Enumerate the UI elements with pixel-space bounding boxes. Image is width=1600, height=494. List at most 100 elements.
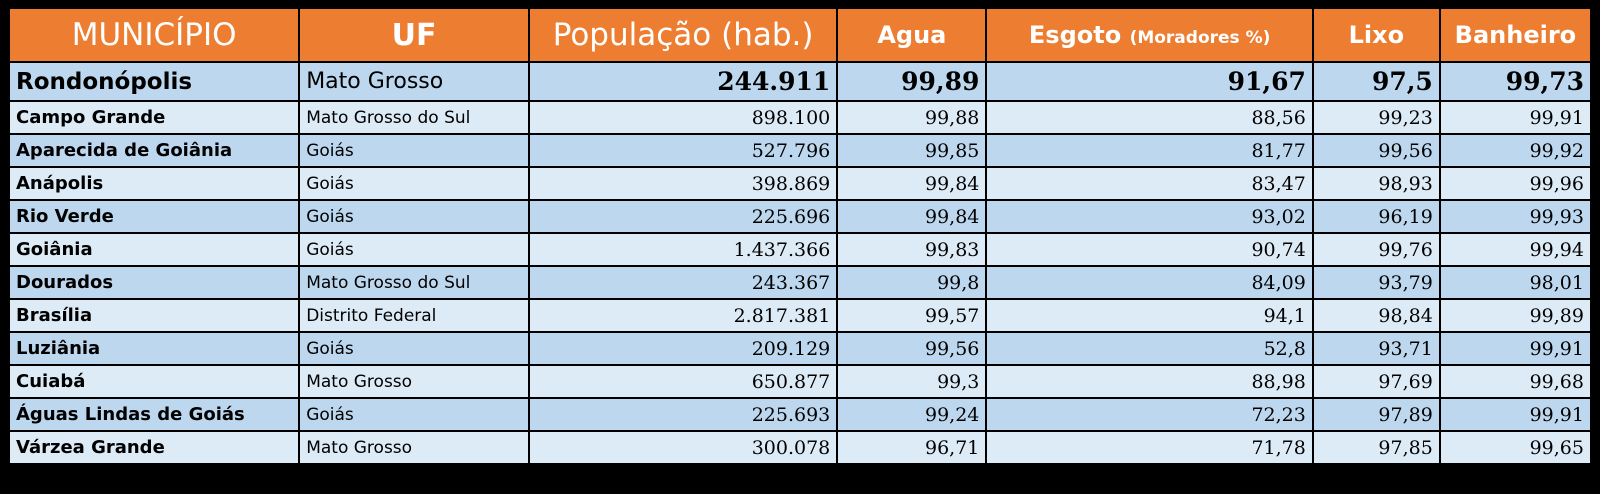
cell-banheiro: 99,68 [1440, 366, 1590, 397]
cell-uf: Mato Grosso [300, 432, 528, 463]
table-row: Várzea Grande Mato Grosso 300.078 96,71 71,7… [10, 432, 1590, 463]
cell-populacao: 209.129 [529, 333, 837, 364]
cell-populacao: 898.100 [529, 102, 837, 133]
table-row: Goiânia Goiás 1.437.366 99,83 90,74 99,76 99,9… [10, 234, 1590, 265]
cell-uf: Goiás [300, 135, 528, 166]
cell-municipio: Rio Verde [10, 201, 299, 232]
cell-lixo: 98,93 [1313, 168, 1439, 199]
cell-banheiro: 99,91 [1440, 399, 1590, 430]
cell-agua: 99,3 [838, 366, 986, 397]
header-row: MUNICÍPIO UF População (hab.) Agua Esgot… [10, 9, 1590, 61]
cell-populacao: 1.437.366 [529, 234, 837, 265]
cell-agua: 99,85 [838, 135, 986, 166]
cell-lixo: 97,85 [1313, 432, 1439, 463]
cell-municipio: Rondonópolis [10, 63, 299, 100]
cell-uf: Goiás [300, 201, 528, 232]
cell-municipio: Várzea Grande [10, 432, 299, 463]
cell-populacao: 527.796 [529, 135, 837, 166]
cell-municipio: Cuiabá [10, 366, 299, 397]
cell-banheiro: 99,94 [1440, 234, 1590, 265]
cell-populacao: 300.078 [529, 432, 837, 463]
cell-banheiro: 98,01 [1440, 267, 1590, 298]
cell-lixo: 99,76 [1313, 234, 1439, 265]
header-lixo: Lixo [1313, 9, 1439, 61]
cell-uf: Distrito Federal [300, 300, 528, 331]
table-row: Águas Lindas de Goiás Goiás 225.693 99,24 72… [10, 399, 1590, 430]
cell-lixo: 93,79 [1313, 267, 1439, 298]
cell-lixo: 97,89 [1313, 399, 1439, 430]
table-row: Aparecida de Goiânia Goiás 527.796 99,85 81,… [10, 135, 1590, 166]
cell-agua: 99,84 [838, 168, 986, 199]
cell-lixo: 99,56 [1313, 135, 1439, 166]
cell-agua: 99,57 [838, 300, 986, 331]
cell-banheiro: 99,91 [1440, 333, 1590, 364]
cell-lixo: 93,71 [1313, 333, 1439, 364]
cell-agua: 99,83 [838, 234, 986, 265]
header-esgoto-unit: (Moradores %) [1129, 28, 1271, 48]
table-row: Brasília Distrito Federal 2.817.381 99,57 94… [10, 300, 1590, 331]
cell-populacao: 2.817.381 [529, 300, 837, 331]
cell-banheiro: 99,96 [1440, 168, 1590, 199]
cell-lixo: 97,69 [1313, 366, 1439, 397]
header-esgoto-label: Esgoto [1028, 21, 1122, 49]
cell-uf: Goiás [300, 399, 528, 430]
cell-banheiro: 99,65 [1440, 432, 1590, 463]
cell-esgoto: 71,78 [987, 432, 1312, 463]
cell-esgoto: 81,77 [987, 135, 1312, 166]
cell-lixo: 97,5 [1313, 63, 1439, 100]
cell-uf: Mato Grosso [300, 366, 528, 397]
cell-uf: Goiás [300, 333, 528, 364]
cell-banheiro: 99,91 [1440, 102, 1590, 133]
cell-municipio: Dourados [10, 267, 299, 298]
cell-municipio: Anápolis [10, 168, 299, 199]
cell-lixo: 98,84 [1313, 300, 1439, 331]
header-agua: Agua [838, 9, 986, 61]
cell-esgoto: 84,09 [987, 267, 1312, 298]
table-row: Anápolis Goiás 398.869 99,84 83,47 98,93 99,96 [10, 168, 1590, 199]
highlight-row: Rondonópolis Mato Grosso 244.911 99,89 9… [10, 63, 1590, 100]
cell-lixo: 96,19 [1313, 201, 1439, 232]
cell-uf: Mato Grosso do Sul [300, 102, 528, 133]
cell-populacao: 243.367 [529, 267, 837, 298]
cell-agua: 99,88 [838, 102, 986, 133]
cell-agua: 99,8 [838, 267, 986, 298]
cell-agua: 99,56 [838, 333, 986, 364]
cell-agua: 99,84 [838, 201, 986, 232]
cell-esgoto: 88,98 [987, 366, 1312, 397]
table-row: Rio Verde Goiás 225.696 99,84 93,02 96,19 99,9… [10, 201, 1590, 232]
table-row: Luziânia Goiás 209.129 99,56 52,8 93,71 99,91 [10, 333, 1590, 364]
cell-banheiro: 99,73 [1440, 63, 1590, 100]
cell-esgoto: 91,67 [987, 63, 1312, 100]
sanitation-table: MUNICÍPIO UF População (hab.) Agua Esgot… [8, 7, 1592, 465]
cell-populacao: 225.696 [529, 201, 837, 232]
cell-populacao: 244.911 [529, 63, 837, 100]
header-esgoto: Esgoto (Moradores %) [987, 9, 1312, 61]
cell-banheiro: 99,89 [1440, 300, 1590, 331]
cell-esgoto: 94,1 [987, 300, 1312, 331]
cell-agua: 99,24 [838, 399, 986, 430]
cell-uf: Mato Grosso do Sul [300, 267, 528, 298]
cell-esgoto: 72,23 [987, 399, 1312, 430]
sanitation-table-frame: MUNICÍPIO UF População (hab.) Agua Esgot… [8, 7, 1592, 487]
cell-agua: 99,89 [838, 63, 986, 100]
cell-municipio: Campo Grande [10, 102, 299, 133]
header-populacao: População (hab.) [529, 9, 837, 61]
cell-municipio: Aparecida de Goiânia [10, 135, 299, 166]
cell-uf: Mato Grosso [300, 63, 528, 100]
cell-populacao: 225.693 [529, 399, 837, 430]
table-row: Campo Grande Mato Grosso do Sul 898.100 99,… [10, 102, 1590, 133]
header-municipio: MUNICÍPIO [10, 9, 299, 61]
cell-municipio: Goiânia [10, 234, 299, 265]
cell-uf: Goiás [300, 234, 528, 265]
cell-lixo: 99,23 [1313, 102, 1439, 133]
cell-esgoto: 83,47 [987, 168, 1312, 199]
cell-populacao: 650.877 [529, 366, 837, 397]
cell-populacao: 398.869 [529, 168, 837, 199]
cell-municipio: Luziânia [10, 333, 299, 364]
cell-esgoto: 52,8 [987, 333, 1312, 364]
cell-banheiro: 99,92 [1440, 135, 1590, 166]
table-row: Cuiabá Mato Grosso 650.877 99,3 88,98 97,69 99… [10, 366, 1590, 397]
cell-municipio: Brasília [10, 300, 299, 331]
cell-banheiro: 99,93 [1440, 201, 1590, 232]
cell-agua: 96,71 [838, 432, 986, 463]
